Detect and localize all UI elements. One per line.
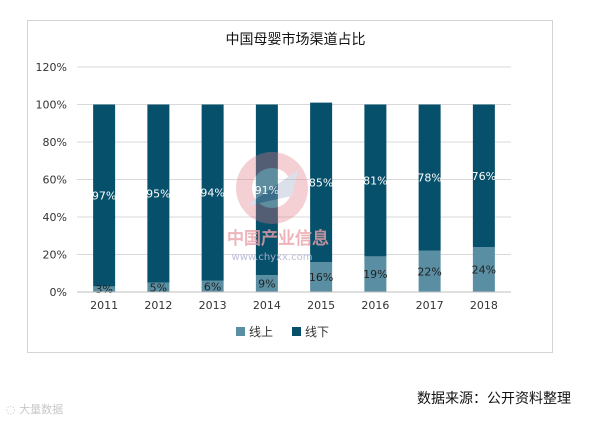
y-tick-label: 60% bbox=[43, 174, 67, 187]
chart-title: 中国母婴市场渠道占比 bbox=[225, 32, 366, 48]
bar-online bbox=[255, 275, 278, 292]
bar-offline bbox=[472, 104, 495, 247]
bar-online bbox=[310, 262, 333, 292]
y-tick-label: 0% bbox=[50, 286, 67, 299]
data-label-offline: 81% bbox=[363, 174, 387, 187]
x-tick-label: 2018 bbox=[470, 299, 498, 312]
data-label-offline: 94% bbox=[200, 187, 224, 200]
data-label-online: 19% bbox=[363, 268, 387, 281]
legend-swatch bbox=[292, 327, 301, 336]
chart-frame bbox=[27, 20, 553, 353]
data-label-online: 6% bbox=[204, 280, 221, 293]
data-label-online: 3% bbox=[95, 283, 112, 296]
y-tick-label: 20% bbox=[43, 249, 67, 262]
bar-offline bbox=[418, 104, 441, 251]
y-tick-label: 100% bbox=[36, 99, 67, 112]
legend-label: 线上 bbox=[249, 325, 273, 339]
x-tick-label: 2017 bbox=[416, 299, 444, 312]
data-label-online: 16% bbox=[309, 271, 333, 284]
y-tick-label: 40% bbox=[43, 211, 67, 224]
bar-offline bbox=[310, 102, 333, 262]
bar-online bbox=[93, 286, 116, 292]
bar-online bbox=[147, 282, 170, 292]
data-label-online: 9% bbox=[258, 278, 275, 291]
data-label-online: 5% bbox=[150, 281, 167, 294]
x-tick-label: 2011 bbox=[90, 299, 118, 312]
data-label-offline: 91% bbox=[255, 184, 279, 197]
bar-online bbox=[364, 256, 387, 292]
data-label-online: 24% bbox=[472, 264, 496, 277]
x-tick-label: 2014 bbox=[253, 299, 281, 312]
bar-offline bbox=[147, 104, 170, 283]
bar-offline bbox=[255, 104, 278, 276]
bar-offline bbox=[201, 104, 224, 281]
watermark-corner: ◌ 大量数据 bbox=[6, 401, 63, 417]
bar-online bbox=[472, 247, 495, 292]
bar-online bbox=[418, 250, 441, 292]
legend-label: 线下 bbox=[305, 325, 329, 339]
watermark-corner-text: 大量数据 bbox=[19, 403, 64, 416]
data-label-online: 22% bbox=[417, 265, 441, 278]
data-label-offline: 97% bbox=[92, 189, 116, 202]
legend-swatch bbox=[236, 327, 245, 336]
bar-online bbox=[201, 280, 224, 292]
x-tick-label: 2016 bbox=[361, 299, 389, 312]
y-tick-label: 120% bbox=[36, 61, 67, 74]
bar-offline bbox=[93, 104, 116, 287]
watermark-corner-icon: ◌ bbox=[6, 403, 16, 416]
y-tick-label: 80% bbox=[43, 136, 67, 149]
data-label-offline: 78% bbox=[417, 172, 441, 185]
x-tick-label: 2015 bbox=[307, 299, 335, 312]
data-label-offline: 85% bbox=[309, 176, 333, 189]
x-tick-label: 2012 bbox=[144, 299, 172, 312]
data-label-offline: 76% bbox=[472, 170, 496, 183]
data-label-offline: 95% bbox=[146, 188, 170, 201]
x-tick-label: 2013 bbox=[199, 299, 227, 312]
bar-offline bbox=[364, 104, 387, 257]
source-note: 数据来源：公开资料整理 bbox=[417, 391, 571, 407]
